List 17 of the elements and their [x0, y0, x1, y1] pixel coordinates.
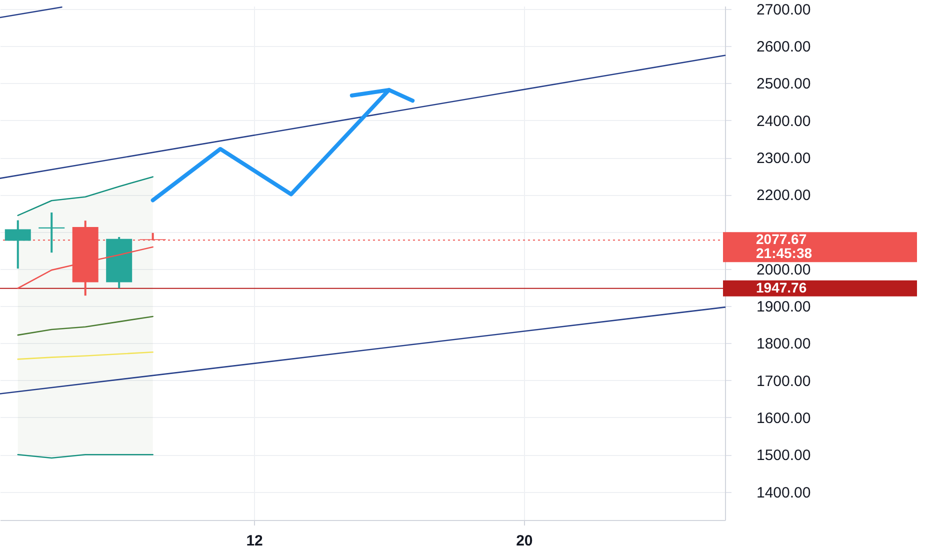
y-tick-label: 2200.00	[756, 187, 811, 204]
y-tick-label: 2300.00	[756, 150, 811, 168]
y-tick-label: 2700.00	[756, 1, 811, 18]
y-tick-label: 1600.00	[756, 410, 811, 427]
y-tick-label: 2600.00	[756, 38, 811, 56]
ref-line-label: 2077.67 21:45:38	[756, 231, 812, 262]
y-tick-label: 2500.00	[756, 76, 811, 93]
y-tick-label: 1800.00	[756, 336, 811, 353]
y-tick-label: 1900.00	[756, 298, 811, 316]
y-tick-label: 2400.00	[756, 112, 811, 130]
y-tick-label: 1500.00	[756, 447, 811, 464]
y-tick-label: 2000.00	[756, 261, 811, 278]
x-tick-label: 12	[246, 532, 263, 550]
x-tick-label: 20	[516, 532, 533, 550]
ref-line-label: 1947.76	[756, 279, 807, 296]
y-tick-label: 1700.00	[756, 372, 811, 390]
y-tick-label: 1400.00	[756, 484, 811, 502]
